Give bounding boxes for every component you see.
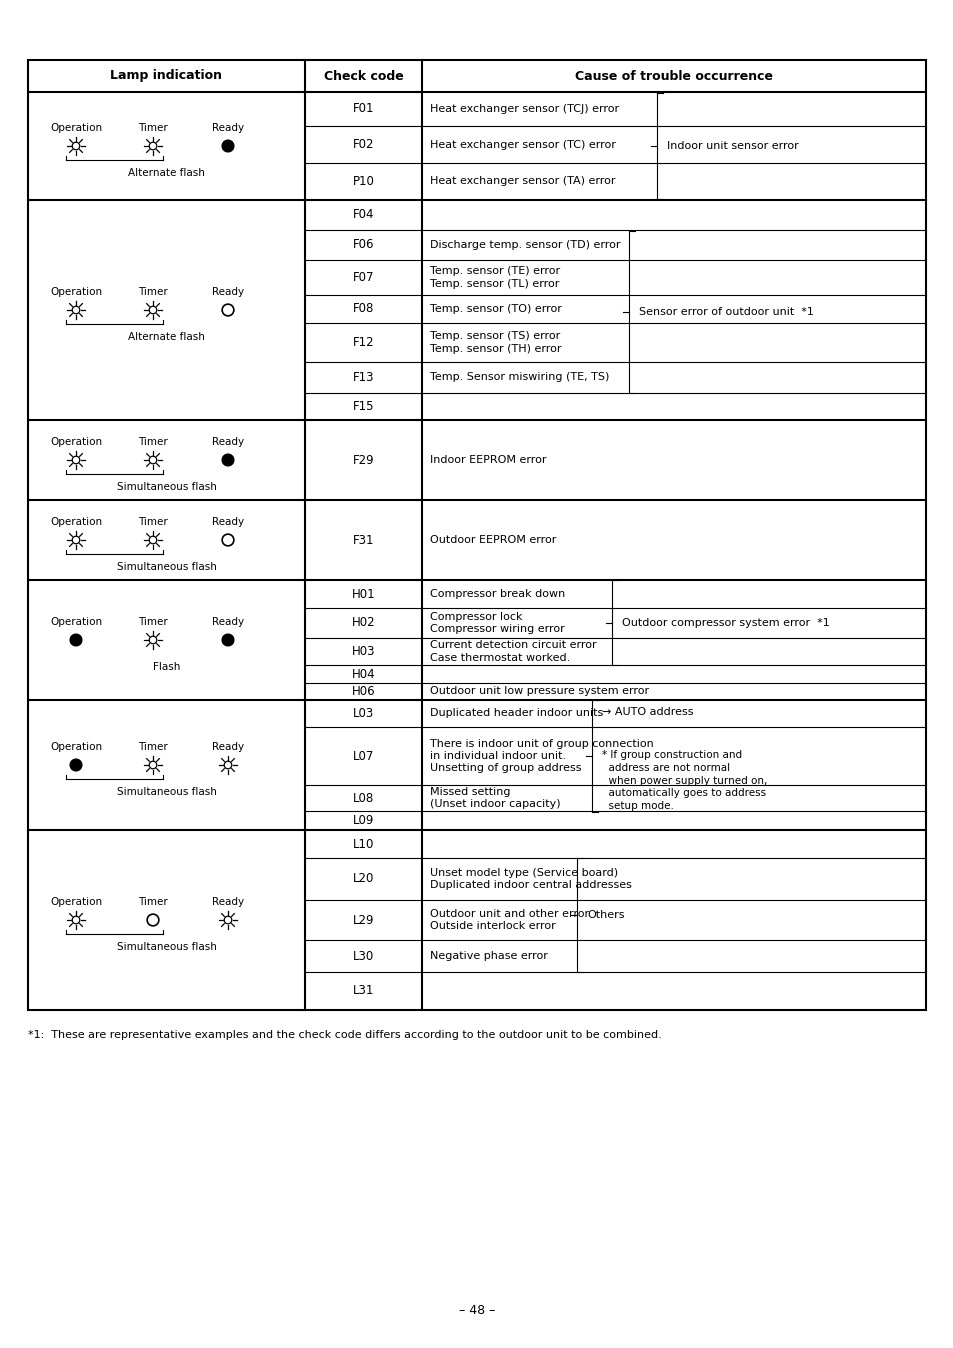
Text: Check code: Check code (323, 70, 403, 82)
Text: Simultaneous flash: Simultaneous flash (116, 787, 216, 797)
Text: L29: L29 (353, 914, 374, 926)
Text: Temp. sensor (TO) error: Temp. sensor (TO) error (430, 305, 561, 314)
Text: Compressor break down: Compressor break down (430, 589, 565, 599)
Text: F01: F01 (353, 102, 374, 116)
Text: Discharge temp. sensor (TD) error: Discharge temp. sensor (TD) error (430, 240, 619, 249)
Text: Operation: Operation (50, 617, 102, 627)
Text: Ready: Ready (212, 123, 244, 133)
Text: L20: L20 (353, 872, 374, 886)
Text: Operation: Operation (50, 287, 102, 297)
Text: – 48 –: – 48 – (458, 1304, 495, 1317)
Text: H03: H03 (352, 644, 375, 658)
Text: P10: P10 (353, 175, 374, 187)
Text: Operation: Operation (50, 741, 102, 752)
Text: Outdoor unit and other error
Outside interlock error: Outdoor unit and other error Outside int… (430, 909, 589, 931)
Text: F12: F12 (353, 336, 374, 349)
Text: Outdoor compressor system error  *1: Outdoor compressor system error *1 (621, 617, 829, 628)
Text: Simultaneous flash: Simultaneous flash (116, 483, 216, 492)
Text: Compressor lock
Compressor wiring error: Compressor lock Compressor wiring error (430, 612, 564, 634)
Text: H06: H06 (352, 685, 375, 698)
Text: Outdoor unit low pressure system error: Outdoor unit low pressure system error (430, 686, 648, 697)
Text: Flash: Flash (152, 662, 180, 673)
Text: F08: F08 (353, 302, 374, 315)
Text: Simultaneous flash: Simultaneous flash (116, 942, 216, 952)
Text: Simultaneous flash: Simultaneous flash (116, 562, 216, 572)
Text: Ready: Ready (212, 896, 244, 907)
Text: Lamp indication: Lamp indication (111, 70, 222, 82)
Text: F31: F31 (353, 534, 374, 546)
Text: F29: F29 (353, 453, 374, 466)
Text: L30: L30 (353, 949, 374, 962)
Text: Ready: Ready (212, 287, 244, 297)
Text: Missed setting
(Unset indoor capacity): Missed setting (Unset indoor capacity) (430, 787, 560, 809)
Text: L08: L08 (353, 791, 374, 805)
Text: H02: H02 (352, 616, 375, 630)
Text: L09: L09 (353, 814, 374, 828)
Text: Others: Others (586, 910, 624, 919)
Text: L07: L07 (353, 749, 374, 763)
Text: L31: L31 (353, 984, 374, 998)
Text: Unset model type (Service board)
Duplicated indoor central addresses: Unset model type (Service board) Duplica… (430, 868, 631, 890)
Text: Timer: Timer (138, 741, 168, 752)
Text: Ready: Ready (212, 518, 244, 527)
Text: F04: F04 (353, 209, 374, 221)
Text: Operation: Operation (50, 123, 102, 133)
Text: Heat exchanger sensor (TC) error: Heat exchanger sensor (TC) error (430, 139, 616, 150)
Text: Temp. sensor (TE) error
Temp. sensor (TL) error: Temp. sensor (TE) error Temp. sensor (TL… (430, 267, 559, 288)
Circle shape (71, 759, 82, 771)
Text: Timer: Timer (138, 437, 168, 448)
Text: F13: F13 (353, 371, 374, 384)
Text: Cause of trouble occurrence: Cause of trouble occurrence (575, 70, 772, 82)
Text: L10: L10 (353, 837, 374, 851)
Text: F06: F06 (353, 239, 374, 252)
Circle shape (71, 634, 82, 646)
Text: F15: F15 (353, 400, 374, 412)
Circle shape (222, 634, 233, 646)
Text: Sensor error of outdoor unit  *1: Sensor error of outdoor unit *1 (639, 307, 813, 317)
Text: H01: H01 (352, 588, 375, 600)
Text: Indoor EEPROM error: Indoor EEPROM error (430, 456, 546, 465)
Text: Timer: Timer (138, 617, 168, 627)
Text: F02: F02 (353, 137, 374, 151)
Text: Operation: Operation (50, 437, 102, 448)
Text: → AUTO address: → AUTO address (601, 706, 693, 717)
Text: *1:  These are representative examples and the check code differs according to t: *1: These are representative examples an… (28, 1030, 661, 1041)
Text: Operation: Operation (50, 518, 102, 527)
Text: Alternate flash: Alternate flash (128, 332, 205, 342)
Text: Duplicated header indoor units: Duplicated header indoor units (430, 709, 602, 718)
Text: Timer: Timer (138, 123, 168, 133)
Text: Ready: Ready (212, 617, 244, 627)
Text: L03: L03 (353, 706, 374, 720)
Text: Operation: Operation (50, 896, 102, 907)
Text: Ready: Ready (212, 437, 244, 448)
Text: Alternate flash: Alternate flash (128, 168, 205, 178)
Text: H04: H04 (352, 667, 375, 681)
Text: Current detection circuit error
Case thermostat worked.: Current detection circuit error Case the… (430, 640, 596, 663)
Text: There is indoor unit of group connection
in individual indoor unit.
Unsetting of: There is indoor unit of group connection… (430, 739, 653, 774)
Text: Temp. Sensor miswiring (TE, TS): Temp. Sensor miswiring (TE, TS) (430, 372, 609, 383)
Text: Heat exchanger sensor (TCJ) error: Heat exchanger sensor (TCJ) error (430, 104, 618, 115)
Text: Timer: Timer (138, 287, 168, 297)
Text: Heat exchanger sensor (TA) error: Heat exchanger sensor (TA) error (430, 177, 615, 186)
Text: Temp. sensor (TS) error
Temp. sensor (TH) error: Temp. sensor (TS) error Temp. sensor (TH… (430, 332, 561, 353)
Circle shape (222, 140, 233, 152)
Text: Timer: Timer (138, 896, 168, 907)
Text: Ready: Ready (212, 741, 244, 752)
Circle shape (222, 454, 233, 466)
Text: * If group construction and
  address are not normal
  when power supply turned : * If group construction and address are … (601, 749, 766, 811)
Bar (28, 61, 925, 1010)
Text: F07: F07 (353, 271, 374, 284)
Text: Timer: Timer (138, 518, 168, 527)
Text: Negative phase error: Negative phase error (430, 950, 547, 961)
Text: Outdoor EEPROM error: Outdoor EEPROM error (430, 535, 556, 545)
Text: Indoor unit sensor error: Indoor unit sensor error (666, 142, 798, 151)
